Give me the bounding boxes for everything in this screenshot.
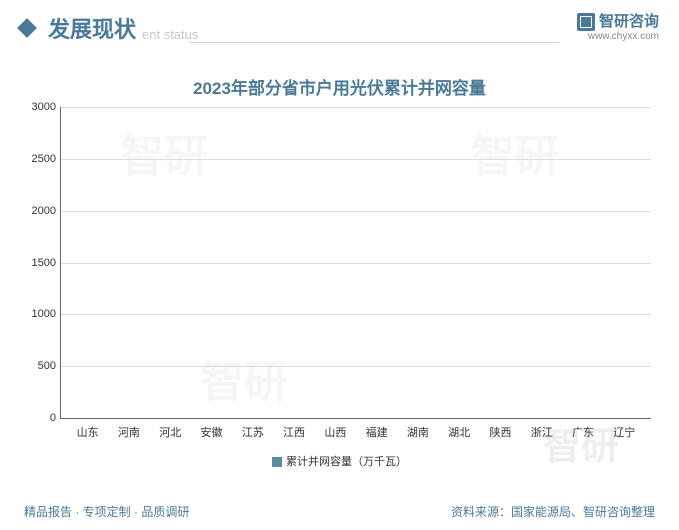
brand-name: 智研咨询 bbox=[577, 10, 659, 31]
page-title: 发展现状 bbox=[48, 12, 136, 44]
footer: 精品报告 · 专项定制 · 品质调研 资料来源：国家能源局、智研咨询整理 bbox=[0, 503, 679, 520]
chart-legend: 累计并网容量（万千瓦） bbox=[0, 453, 679, 469]
legend-swatch bbox=[272, 457, 282, 467]
y-axis-label: 2000 bbox=[21, 205, 56, 217]
x-axis-label: 广东 bbox=[572, 424, 594, 440]
x-axis-label: 安徽 bbox=[200, 424, 222, 440]
y-axis-label: 0 bbox=[21, 412, 56, 424]
x-axis-label: 浙江 bbox=[531, 424, 553, 440]
x-axis-label: 陕西 bbox=[489, 424, 511, 440]
brand-text: 智研咨询 bbox=[599, 13, 659, 30]
x-axis-label: 湖北 bbox=[448, 424, 470, 440]
grid-line bbox=[61, 263, 651, 264]
chart-title: 2023年部分省市户用光伏累计并网容量 bbox=[0, 74, 679, 99]
grid-line bbox=[61, 107, 651, 108]
brand-url: www.chyxx.com bbox=[577, 31, 659, 42]
page-subtitle: ent status bbox=[142, 27, 198, 42]
x-axis-label: 山西 bbox=[324, 424, 346, 440]
chart-plot: 山东河南河北安徽江苏江西山西福建湖南湖北陕西浙江广东辽宁 05001000150… bbox=[60, 107, 651, 419]
brand-icon bbox=[577, 13, 595, 31]
legend-label: 累计并网容量（万千瓦） bbox=[286, 456, 407, 468]
y-axis-label: 2500 bbox=[21, 153, 56, 165]
footer-source: 资料来源：国家能源局、智研咨询整理 bbox=[451, 503, 655, 520]
header-divider bbox=[190, 42, 559, 43]
y-axis-label: 1000 bbox=[21, 308, 56, 320]
y-axis-label: 500 bbox=[21, 360, 56, 372]
grid-line bbox=[61, 314, 651, 315]
chart-area: 山东河南河北安徽江苏江西山西福建湖南湖北陕西浙江广东辽宁 05001000150… bbox=[60, 107, 651, 447]
x-axis-label: 辽宁 bbox=[613, 424, 635, 440]
x-axis-label: 江苏 bbox=[242, 424, 264, 440]
grid-line bbox=[61, 366, 651, 367]
x-axis-label: 山东 bbox=[77, 424, 99, 440]
footer-left: 精品报告 · 专项定制 · 品质调研 bbox=[24, 503, 189, 520]
brand-logo: 智研咨询 www.chyxx.com bbox=[577, 10, 659, 42]
grid-line bbox=[61, 211, 651, 212]
x-axis-label: 河南 bbox=[118, 424, 140, 440]
x-axis-label: 河北 bbox=[159, 424, 181, 440]
diamond-marker-icon bbox=[17, 18, 37, 38]
x-axis-label: 湖南 bbox=[407, 424, 429, 440]
x-axis-label: 福建 bbox=[366, 424, 388, 440]
y-axis-label: 1500 bbox=[21, 257, 56, 269]
y-axis-label: 3000 bbox=[21, 101, 56, 113]
grid-line bbox=[61, 159, 651, 160]
x-axis-label: 江西 bbox=[283, 424, 305, 440]
